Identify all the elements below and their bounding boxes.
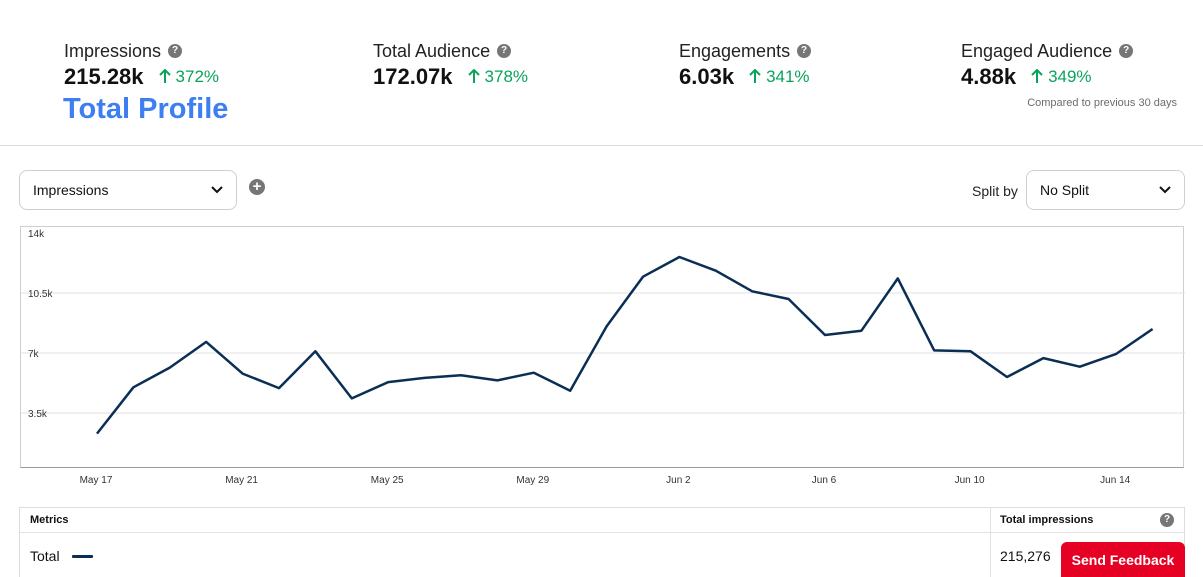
- x-tick-label: Jun 14: [1100, 475, 1130, 486]
- kpi-label: Engaged Audience: [961, 40, 1113, 61]
- split-select-value: No Split: [1040, 182, 1090, 198]
- line-chart-plot: 14k 10.5k 7k 3.5k: [21, 229, 1185, 435]
- kpi-value: 6.03k: [679, 64, 735, 89]
- help-icon[interactable]: ?: [168, 44, 183, 58]
- metric-select-value: Impressions: [33, 182, 109, 198]
- table-column-divider: [990, 508, 991, 577]
- help-icon[interactable]: ?: [797, 44, 812, 58]
- metrics-table: Metrics Total impressions ? Total 215,27…: [19, 507, 1185, 577]
- column-header-total: Total impressions: [1000, 514, 1094, 526]
- y-tick-label: 7k: [28, 349, 40, 360]
- table-divider: [20, 532, 1184, 533]
- split-select[interactable]: No Split: [1026, 170, 1185, 210]
- y-tick-label: 10.5k: [28, 289, 53, 300]
- help-icon[interactable]: ?: [1119, 44, 1134, 58]
- compare-note: Compared to previous 30 days: [1027, 97, 1177, 109]
- arrow-up-icon: [749, 69, 761, 83]
- kpi-label: Impressions: [64, 40, 162, 61]
- add-metric-button[interactable]: +: [249, 179, 265, 195]
- send-feedback-button[interactable]: Send Feedback: [1061, 542, 1185, 577]
- x-tick-label: May 25: [371, 475, 404, 486]
- kpi-delta: 341%: [749, 67, 810, 87]
- chevron-down-icon: [211, 186, 223, 194]
- column-header-metrics: Metrics: [30, 514, 69, 526]
- series-line-impressions: [96, 255, 1154, 435]
- arrow-up-icon: [1031, 69, 1043, 83]
- x-tick-label: May 21: [225, 475, 258, 486]
- y-tick-label: 3.5k: [28, 409, 48, 420]
- header-divider: [0, 145, 1203, 146]
- row-value: 215,276: [1000, 548, 1051, 564]
- x-tick-label: Jun 6: [812, 475, 837, 486]
- kpi-impressions: Impressions? 215.28k 372%: [64, 40, 219, 90]
- series-swatch: [71, 554, 93, 558]
- kpi-label: Engagements: [679, 40, 791, 61]
- kpi-value: 215.28k: [64, 64, 144, 89]
- kpi-engaged-audience: Engaged Audience? 4.88k 349%: [961, 40, 1134, 90]
- x-axis: May 17 May 21 May 25 May 29 Jun 2 Jun 6 Jun 10…: [80, 475, 1131, 486]
- x-tick-label: Jun 10: [955, 475, 985, 486]
- kpi-value: 4.88k: [961, 64, 1017, 89]
- profile-title: Total Profile: [63, 93, 229, 125]
- kpi-delta: 372%: [158, 67, 219, 87]
- kpi-delta: 349%: [1031, 67, 1092, 87]
- metric-select[interactable]: Impressions: [19, 170, 237, 210]
- table-row: Total: [30, 548, 93, 564]
- kpi-delta: 378%: [467, 67, 528, 87]
- kpi-total-audience: Total Audience? 172.07k 378%: [373, 40, 528, 90]
- x-tick-label: May 17: [80, 475, 113, 486]
- x-tick-label: May 29: [516, 475, 549, 486]
- y-tick-label: 14k: [28, 229, 45, 240]
- kpi-label: Total Audience: [373, 40, 491, 61]
- row-label: Total: [30, 548, 60, 564]
- help-icon[interactable]: ?: [497, 44, 512, 58]
- arrow-up-icon: [158, 69, 171, 83]
- arrow-up-icon: [467, 69, 480, 83]
- split-label: Split by: [972, 183, 1018, 199]
- kpi-engagements: Engagements? 6.03k 341%: [679, 40, 812, 90]
- x-tick-label: Jun 2: [666, 475, 691, 486]
- help-icon[interactable]: ?: [1160, 513, 1174, 527]
- kpi-value: 172.07k: [373, 64, 453, 89]
- chevron-down-icon: [1159, 186, 1171, 194]
- impressions-chart: 14k 10.5k 7k 3.5k: [20, 226, 1185, 468]
